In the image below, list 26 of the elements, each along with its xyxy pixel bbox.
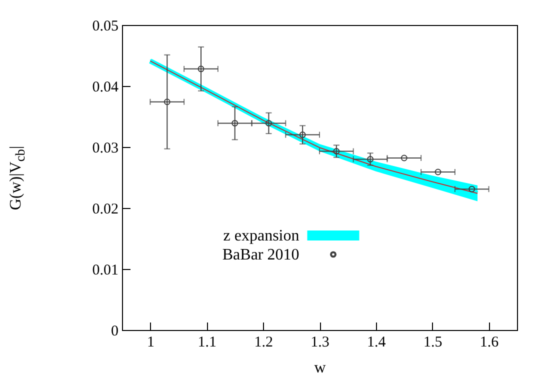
x-tick-label: 1.6: [480, 334, 500, 350]
point: [400, 154, 408, 162]
y-tick-label: 0.02: [92, 202, 118, 218]
point: [468, 186, 476, 192]
point: [333, 148, 340, 155]
point: [434, 168, 442, 176]
legend-label: z expansion: [223, 227, 300, 244]
x-tick-label: 1.2: [254, 334, 273, 350]
y-tick-label: 0: [111, 324, 118, 340]
x-tick-label: 1.5: [423, 334, 442, 350]
y-tick-label: 0.03: [92, 140, 118, 156]
y-tick-label: 0.05: [92, 18, 118, 34]
x-tick-label: 1.4: [367, 334, 386, 350]
point: [198, 66, 204, 72]
point: [265, 120, 272, 126]
point: [299, 132, 306, 138]
point: [367, 156, 374, 162]
point: [164, 98, 170, 106]
x-tick-label: 1: [146, 334, 154, 350]
x-tick-label: 1.3: [310, 334, 330, 350]
y-tick-label: 0.04: [92, 80, 119, 96]
x-tick-label: 1.1: [198, 334, 217, 350]
x-axis-title: w: [314, 360, 326, 376]
y-tick-label: 0.01: [92, 262, 118, 278]
legend-label: BaBar 2010: [222, 246, 300, 264]
point: [232, 120, 238, 126]
